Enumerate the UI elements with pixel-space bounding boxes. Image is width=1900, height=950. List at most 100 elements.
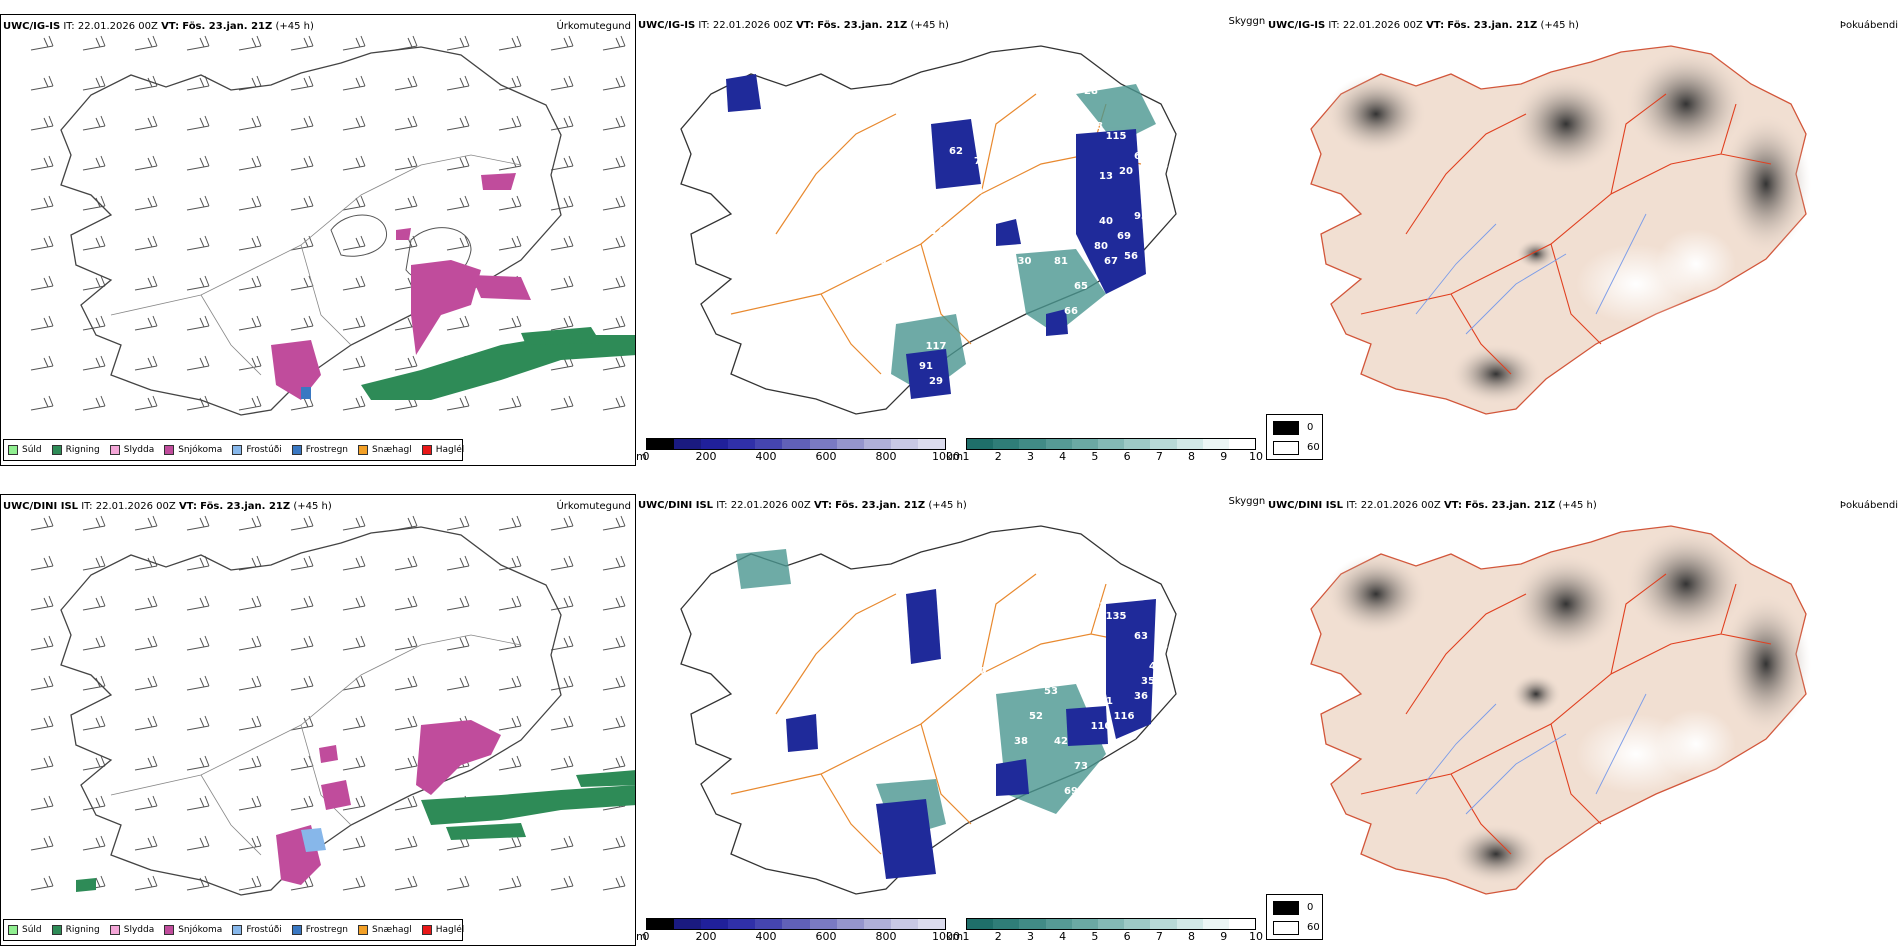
cloud-base-label: 135 — [1106, 611, 1127, 622]
panel-type-label: Þokuábendi — [1839, 20, 1898, 31]
cloud-base-label: 63 — [1134, 631, 1148, 642]
fog-map-top — [1310, 45, 1811, 415]
colorbar-tick: 200 — [695, 930, 717, 943]
cloud-base-label: 71 — [979, 681, 993, 692]
cloud-base-label: 117 — [926, 341, 947, 352]
fog-dark-areas — [1326, 49, 1811, 404]
cloud-base-label: 93 — [994, 171, 1008, 182]
legend-item: Frostúði — [232, 445, 282, 455]
cloud-base-label: 28 — [1084, 86, 1098, 97]
header-top-cloud: UWC/IG-IS IT: 22.01.2026 00Z VT: Fös. 23… — [638, 20, 949, 31]
rain-areas — [76, 770, 635, 892]
road-network — [110, 154, 522, 376]
legend-item: Rigning — [51, 925, 100, 935]
colorbar-tick: 6 — [1123, 450, 1131, 463]
colorbar-tick: 0 — [642, 930, 650, 943]
cloud-base-label: 79 — [1141, 196, 1155, 207]
cloud-panel-bottom: 70 9 98 100 68 71 53 52 38 42 73 69 68 102 135 63 78 43 35… — [636, 494, 1266, 946]
height-unit: m — [636, 450, 647, 463]
road-network — [730, 573, 1142, 855]
header-top-fog: UWC/IG-IS IT: 22.01.2026 00Z VT: Fös. 23… — [1268, 20, 1579, 31]
cloud-base-label: 67 — [1104, 256, 1118, 267]
colorbar-tick: 5 — [1091, 450, 1099, 463]
cloud-base-label: 36 — [1134, 691, 1148, 702]
wind-barbs — [30, 515, 626, 891]
legend-item: Snjókoma — [164, 925, 222, 935]
legend-item: Súld — [8, 445, 42, 455]
header-bottom-precip: UWC/DINI ISL IT: 22.01.2026 00Z VT: Fös.… — [3, 501, 332, 512]
colorbar-tick: 9 — [1220, 930, 1228, 943]
cloud-base-label: 52 — [1029, 711, 1043, 722]
colorbar-tick: 10 — [1249, 930, 1263, 943]
legend-item: Slydda — [109, 445, 154, 455]
panel-type-label: Þokuábendi — [1839, 500, 1898, 511]
colorbar-tick: 800 — [875, 450, 897, 463]
precip-panel-top: UWC/IG-IS IT: 22.01.2026 00Z VT: Fös. 23… — [0, 14, 636, 466]
road-network — [1360, 573, 1772, 855]
colorbar-tick: 200 — [695, 450, 717, 463]
cloud-base-label: 42 — [1054, 736, 1068, 747]
colorbar-tick: 7 — [1155, 450, 1163, 463]
cloud-base-label: 71 — [1149, 181, 1163, 192]
panel-type-label: Úrkomutegund — [556, 501, 631, 512]
legend-item: Haglél — [421, 925, 464, 935]
colorbar-tick: 10 — [1249, 450, 1263, 463]
cloud-base-label: 80 — [1094, 241, 1108, 252]
cloud-base-label: 90 — [1154, 161, 1168, 172]
wind-barbs — [30, 35, 626, 411]
header-bottom-fog: UWC/DINI ISL IT: 22.01.2026 00Z VT: Fös.… — [1268, 500, 1597, 511]
cloud-base-label: 116 — [1114, 711, 1135, 722]
rain-areas — [361, 327, 635, 400]
cloud-base-label: 93 — [1134, 211, 1148, 222]
cloud-base-label: 29 — [929, 376, 943, 387]
cloud-base-label: 74 — [1084, 311, 1098, 322]
fog-panel-bottom: UWC/DINI ISL IT: 22.01.2026 00Z VT: Fös.… — [1266, 494, 1900, 946]
cloud-base-label: 70 — [949, 626, 963, 637]
cloud-base-label: 81 — [1054, 256, 1068, 267]
header-top-precip: UWC/IG-IS IT: 22.01.2026 00Z VT: Fös. 23… — [3, 21, 314, 32]
cloud-base-label: 91 — [1099, 696, 1113, 707]
fog-white-areas — [1576, 229, 1736, 324]
cloud-panel-top: 62 73 93 90 100 104 57 84 130 81 65 66 74 88 115 67 90 71… — [636, 14, 1266, 466]
height-colorbar — [646, 438, 946, 450]
cloud-base-label: 66 — [1064, 306, 1078, 317]
cloud-base-label: 91 — [919, 361, 933, 372]
legend-item: Frostregn — [291, 925, 348, 935]
cloud-base-label: 69 — [1117, 231, 1131, 242]
cloud-base-label: 90 — [969, 186, 983, 197]
visibility-unit: km — [946, 930, 964, 943]
cloud-base-label: 56 — [1124, 251, 1138, 262]
colorbar-tick: 4 — [1059, 450, 1067, 463]
visibility-colorbar — [966, 918, 1256, 930]
snow-areas — [271, 173, 531, 400]
cloud-base-label: 68 — [1004, 671, 1018, 682]
cloud-base-label: 130 — [1011, 256, 1032, 267]
river-network — [1415, 213, 1647, 335]
road-network — [730, 93, 1142, 375]
cloud-base-label: 69 — [1064, 786, 1078, 797]
precip-legend: Súld Rigning Slydda Snjókoma Frostúði Fr… — [3, 919, 464, 941]
colorbar-tick: 3 — [1026, 930, 1034, 943]
cloud-base-label: 102 — [1086, 601, 1107, 612]
fog-legend: 0 60 — [1266, 414, 1323, 460]
legend-item: Frostregn — [291, 445, 348, 455]
low-cloud-navy — [786, 589, 1156, 879]
road-network — [110, 634, 522, 856]
colorbar-tick: 1 — [962, 450, 970, 463]
colorbar-tick: 600 — [815, 450, 837, 463]
cloud-base-label: 62 — [949, 146, 963, 157]
colorbar-tick: 2 — [994, 930, 1002, 943]
cloud-base-label: 150 — [866, 256, 887, 267]
precip-panel-bottom: UWC/DINI ISL IT: 22.01.2026 00Z VT: Fös.… — [0, 494, 636, 946]
cloud-base-label: 9 — [978, 636, 985, 647]
cloud-base-label: 68 — [1084, 791, 1098, 802]
colorbar-tick: 2 — [994, 450, 1002, 463]
precip-legend: Súld Rigning Slydda Snjókoma Frostúði Fr… — [3, 439, 464, 461]
visibility-unit: km — [946, 450, 964, 463]
panel-type-label: Skyggni — [1228, 16, 1266, 27]
height-ticks: 0 200 400 600 800 1000 — [643, 450, 961, 464]
colorbar-tick: 4 — [1059, 930, 1067, 943]
legend-item: Rigning — [51, 445, 100, 455]
precip-map-top — [30, 35, 635, 416]
